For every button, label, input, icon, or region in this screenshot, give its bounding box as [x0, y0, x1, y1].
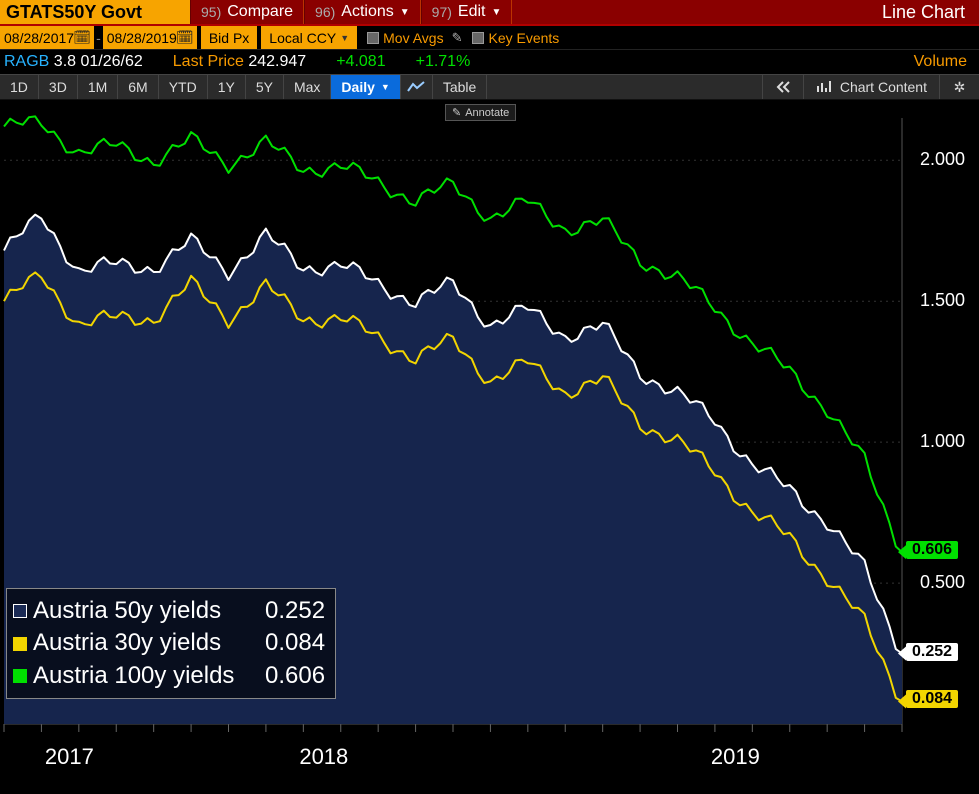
period-tab-3d[interactable]: 3D [39, 75, 78, 99]
legend-swatch-icon [13, 637, 27, 651]
y-axis-label: 2.000 [920, 149, 965, 170]
chart-legend: Austria 50y yields0.252Austria 30y yield… [6, 588, 336, 699]
period-tab-5y[interactable]: 5Y [246, 75, 284, 99]
security-name: RAGB 3.8 01/26/62 [4, 53, 143, 71]
chevron-down-icon: ▼ [491, 7, 501, 18]
y-axis-label: 1.500 [920, 290, 965, 311]
calendar-icon: 🗓 [74, 29, 90, 46]
chart-area[interactable]: ✎ Annotate Austria 50y yields0.252Austri… [0, 100, 979, 794]
chevron-down-icon: ▼ [340, 33, 349, 43]
y-axis-label: 1.000 [920, 431, 965, 452]
settings-button[interactable]: ✲ [939, 75, 979, 99]
top-bar: GTATS50Y Govt 95) Compare 96) Actions ▼ … [0, 0, 979, 26]
price-change-pct: +1.71% [416, 53, 471, 71]
series-end-label: 0.606 [906, 541, 958, 559]
legend-swatch-icon [13, 604, 27, 618]
currency-select[interactable]: Local CCY ▼ [261, 26, 357, 49]
collapse-button[interactable] [762, 75, 803, 99]
gear-icon: ✲ [954, 79, 966, 96]
edit-button[interactable]: 97) Edit ▼ [421, 0, 513, 24]
chevron-down-icon: ▼ [400, 7, 410, 18]
price-type-select[interactable]: Bid Px [201, 26, 257, 49]
period-tab-daily[interactable]: Daily▼ [331, 75, 400, 99]
chart-content-icon [816, 80, 832, 94]
calendar-icon: 🗓 [177, 29, 193, 46]
date-from-input[interactable]: 08/28/2017 🗓 [0, 26, 94, 49]
period-tab-table[interactable]: Table [433, 75, 487, 99]
chevron-down-icon: ▼ [381, 82, 390, 92]
actions-button[interactable]: 96) Actions ▼ [304, 0, 421, 24]
pencil-icon: ✎ [452, 30, 463, 46]
security-info: RAGB 3.8 01/26/62 Last Price 242.947 +4.… [0, 50, 979, 74]
series-end-label: 0.084 [906, 690, 958, 708]
line-chart-icon [407, 80, 425, 94]
chevrons-left-icon [775, 81, 791, 93]
ticker-input[interactable]: GTATS50Y Govt [0, 0, 190, 24]
key-events-toggle[interactable]: Key Events [472, 26, 559, 49]
period-tab-1d[interactable]: 1D [0, 75, 39, 99]
legend-row: Austria 50y yields0.252 [13, 595, 325, 627]
period-tab-ytd[interactable]: YTD [159, 75, 208, 99]
x-axis-label: 2019 [711, 744, 760, 770]
x-axis-label: 2017 [45, 744, 94, 770]
chart-type-label: Line Chart [868, 0, 979, 24]
period-tab-1y[interactable]: 1Y [208, 75, 246, 99]
legend-swatch-icon [13, 669, 27, 683]
period-toolbar: 1D3D1M6MYTD1Y5YMaxDaily▼ Table Chart Cont… [0, 74, 979, 100]
x-axis-label: 2018 [299, 744, 348, 770]
date-to-input[interactable]: 08/28/2019 🗓 [103, 26, 197, 49]
mov-avgs-toggle[interactable]: Mov Avgs ✎ [367, 26, 462, 49]
y-axis-label: 0.500 [920, 572, 965, 593]
price-change: +4.081 [336, 53, 385, 71]
period-tab-1m[interactable]: 1M [78, 75, 118, 99]
series-end-label: 0.252 [906, 643, 958, 661]
period-tab-6m[interactable]: 6M [118, 75, 158, 99]
chart-style-button[interactable] [401, 75, 433, 99]
volume-button[interactable]: Volume [914, 53, 967, 71]
legend-row: Austria 100y yields0.606 [13, 660, 325, 692]
range-toolbar: 08/28/2017 🗓 - 08/28/2019 🗓 Bid Px Local… [0, 26, 979, 50]
compare-button[interactable]: 95) Compare [190, 0, 304, 24]
last-price: Last Price 242.947 [173, 53, 306, 71]
period-tab-max[interactable]: Max [284, 75, 331, 99]
chart-content-button[interactable]: Chart Content [803, 75, 939, 99]
legend-row: Austria 30y yields0.084 [13, 627, 325, 659]
